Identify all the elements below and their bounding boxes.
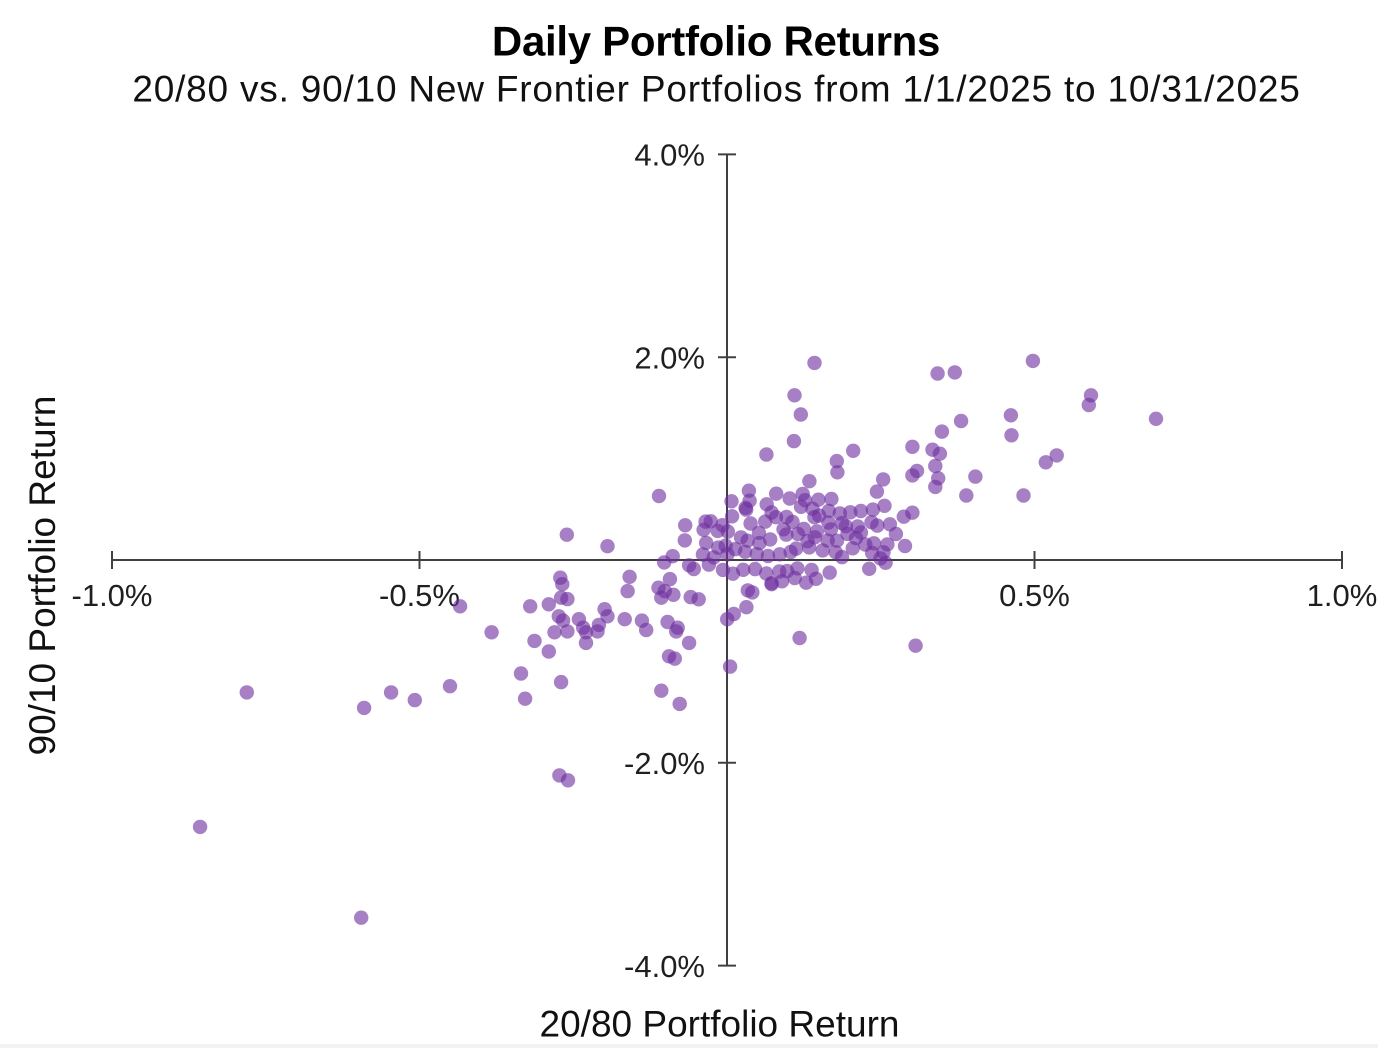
svg-text:-1.0%: -1.0%: [72, 578, 153, 613]
svg-text:4.0%: 4.0%: [634, 138, 705, 173]
svg-text:2.0%: 2.0%: [634, 340, 705, 375]
svg-text:Daily Portfolio Returns: Daily Portfolio Returns: [492, 17, 940, 64]
svg-text:-0.5%: -0.5%: [379, 578, 460, 613]
svg-text:20/80 Portfolio Return: 20/80 Portfolio Return: [540, 1003, 900, 1044]
svg-text:-4.0%: -4.0%: [624, 949, 705, 984]
svg-text:90/10 Portfolio Return: 90/10 Portfolio Return: [22, 396, 63, 756]
svg-text:0.5%: 0.5%: [999, 578, 1070, 613]
svg-text:1.0%: 1.0%: [1307, 578, 1378, 613]
svg-text:-2.0%: -2.0%: [624, 746, 705, 781]
svg-text:20/80 vs. 90/10 New Frontier P: 20/80 vs. 90/10 New Frontier Portfolios …: [132, 68, 1300, 109]
